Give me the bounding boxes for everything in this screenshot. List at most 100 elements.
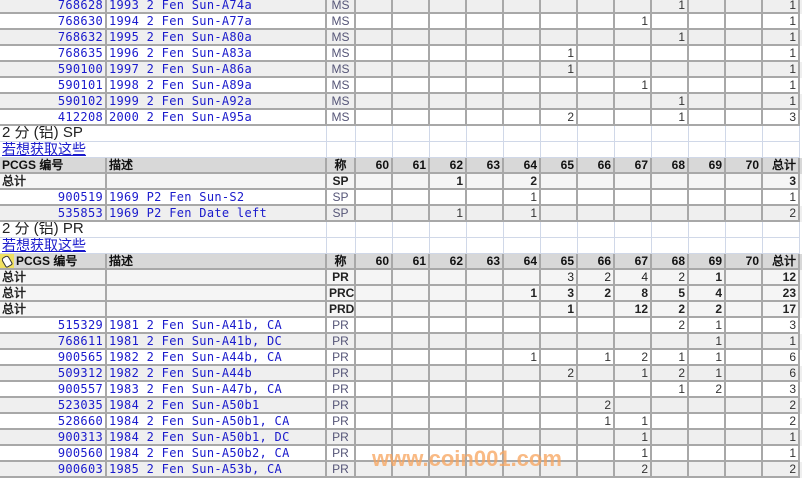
grade-count-60	[356, 14, 393, 30]
grade-count-61	[393, 174, 430, 190]
header-designation[interactable]: 称	[327, 254, 356, 270]
pcgs-number-link[interactable]: 412208	[0, 110, 107, 126]
header-grade-66[interactable]: 66	[578, 158, 615, 174]
header-grade-70[interactable]: 70	[726, 254, 763, 270]
empty-cell	[393, 222, 430, 238]
grade-count-65: 3	[541, 270, 578, 286]
pcgs-number-link[interactable]: 590102	[0, 94, 107, 110]
header-total[interactable]: 总计	[763, 158, 800, 174]
description-link[interactable]: 1983 2 Fen Sun-A47b, CA	[107, 382, 327, 398]
pcgs-number-link[interactable]: 900565	[0, 350, 107, 366]
grade-count-61	[393, 414, 430, 430]
hand-cursor-icon	[0, 254, 14, 268]
description-link[interactable]: 1984 2 Fen Sun-A50b1, CA	[107, 414, 327, 430]
header-grade-69[interactable]: 69	[689, 254, 726, 270]
header-grade-68[interactable]: 68	[652, 158, 689, 174]
pcgs-number-link[interactable]: 768632	[0, 30, 107, 46]
description-link[interactable]: 1982 2 Fen Sun-A44b	[107, 366, 327, 382]
grade-count-70	[726, 190, 763, 206]
header-grade-70[interactable]: 70	[726, 158, 763, 174]
pcgs-number-link[interactable]: 768630	[0, 14, 107, 30]
grade-count-70	[726, 446, 763, 462]
header-grade-63[interactable]: 63	[467, 158, 504, 174]
grade-count-68: 1	[652, 350, 689, 366]
description-link[interactable]: 1969 P2 Fen Date left	[107, 206, 327, 222]
description-link[interactable]: 1969 P2 Fen Sun-S2	[107, 190, 327, 206]
row-total: 17	[763, 302, 800, 318]
header-grade-61[interactable]: 61	[393, 254, 430, 270]
description-link[interactable]: 1999 2 Fen Sun-A92a	[107, 94, 327, 110]
grade-count-63	[467, 318, 504, 334]
pcgs-number-link[interactable]: 509312	[0, 366, 107, 382]
grade-count-62	[430, 318, 467, 334]
description-link[interactable]: 1984 2 Fen Sun-A50b1, DC	[107, 430, 327, 446]
pcgs-number-link[interactable]: 523035	[0, 398, 107, 414]
get-these-link[interactable]: 若想获取这些	[0, 142, 327, 158]
grade-count-61	[393, 286, 430, 302]
grade-count-64	[504, 334, 541, 350]
description-link[interactable]: 1994 2 Fen Sun-A77a	[107, 14, 327, 30]
description-link[interactable]: 1996 2 Fen Sun-A83a	[107, 46, 327, 62]
header-grade-60[interactable]: 60	[356, 254, 393, 270]
header-grade-68[interactable]: 68	[652, 254, 689, 270]
header-description[interactable]: 描述	[107, 254, 327, 270]
table-row: 590101 1998 2 Fen Sun-A89a MS 1 1	[0, 78, 802, 94]
header-grade-64[interactable]: 64	[504, 158, 541, 174]
empty-cell	[541, 222, 578, 238]
description-link[interactable]: 1998 2 Fen Sun-A89a	[107, 78, 327, 94]
pcgs-number-link[interactable]: 900603	[0, 462, 107, 478]
pcgs-number-link[interactable]: 590100	[0, 62, 107, 78]
pcgs-number-link[interactable]: 900519	[0, 190, 107, 206]
pcgs-number-link[interactable]: 768635	[0, 46, 107, 62]
description-link[interactable]: 1985 2 Fen Sun-A53b, CA	[107, 462, 327, 478]
empty-cell	[430, 222, 467, 238]
header-grade-66[interactable]: 66	[578, 254, 615, 270]
grade-count-68: 2	[652, 302, 689, 318]
description-link[interactable]: 1993 2 Fen Sun-A74a	[107, 0, 327, 14]
header-grade-60[interactable]: 60	[356, 158, 393, 174]
description-link[interactable]: 1981 2 Fen Sun-A41b, CA	[107, 318, 327, 334]
header-pcgs[interactable]: PCGS 编号	[0, 158, 107, 174]
header-grade-69[interactable]: 69	[689, 158, 726, 174]
header-grade-62[interactable]: 62	[430, 254, 467, 270]
header-description[interactable]: 描述	[107, 158, 327, 174]
table-row: 900557 1983 2 Fen Sun-A47b, CA PR 1 2 3	[0, 382, 802, 398]
pcgs-number-link[interactable]: 590101	[0, 78, 107, 94]
description-link[interactable]: 1995 2 Fen Sun-A80a	[107, 30, 327, 46]
pcgs-number-link[interactable]: 900557	[0, 382, 107, 398]
header-designation[interactable]: 称	[327, 158, 356, 174]
header-grade-63[interactable]: 63	[467, 254, 504, 270]
header-grade-61[interactable]: 61	[393, 158, 430, 174]
header-grade-67[interactable]: 67	[615, 254, 652, 270]
header-grade-65[interactable]: 65	[541, 158, 578, 174]
description-link[interactable]: 1982 2 Fen Sun-A44b, CA	[107, 350, 327, 366]
description-link[interactable]: 1997 2 Fen Sun-A86a	[107, 62, 327, 78]
description-link[interactable]: 2000 2 Fen Sun-A95a	[107, 110, 327, 126]
grade-count-65	[541, 174, 578, 190]
empty-cell	[467, 222, 504, 238]
pcgs-number-link[interactable]: 768628	[0, 0, 107, 14]
description-link[interactable]: 1984 2 Fen Sun-A50b2, CA	[107, 446, 327, 462]
header-grade-62[interactable]: 62	[430, 158, 467, 174]
pcgs-number-link[interactable]: 528660	[0, 414, 107, 430]
header-pcgs[interactable]: PCGS 编号	[0, 254, 107, 270]
pcgs-number-link[interactable]: 900313	[0, 430, 107, 446]
grade-count-65	[541, 462, 578, 478]
header-grade-67[interactable]: 67	[615, 158, 652, 174]
empty-cell	[393, 142, 430, 158]
designation: PR	[327, 350, 356, 366]
pcgs-number-link[interactable]: 535853	[0, 206, 107, 222]
grade-count-62	[430, 462, 467, 478]
pcgs-number-link[interactable]: 900560	[0, 446, 107, 462]
get-these-link[interactable]: 若想获取这些	[0, 238, 327, 254]
pcgs-number-link[interactable]: 768611	[0, 334, 107, 350]
empty-cell	[393, 126, 430, 142]
header-grade-65[interactable]: 65	[541, 254, 578, 270]
description-link[interactable]: 1984 2 Fen Sun-A50b1	[107, 398, 327, 414]
description-link[interactable]: 1981 2 Fen Sun-A41b, DC	[107, 334, 327, 350]
header-grade-64[interactable]: 64	[504, 254, 541, 270]
grade-count-64: 2	[504, 174, 541, 190]
pcgs-number-link[interactable]: 515329	[0, 318, 107, 334]
header-total[interactable]: 总计	[763, 254, 800, 270]
grade-count-65	[541, 446, 578, 462]
